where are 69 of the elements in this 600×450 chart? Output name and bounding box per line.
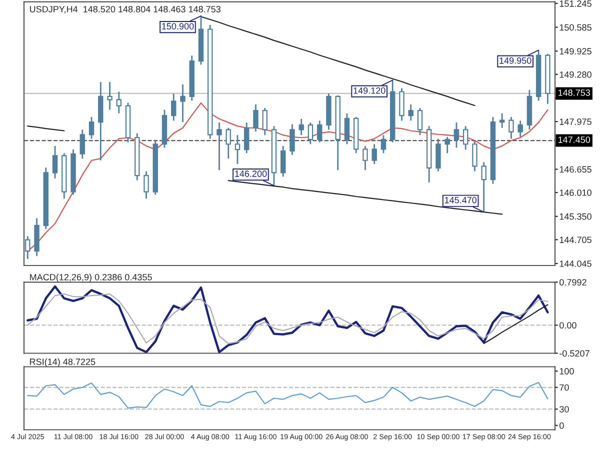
- y-tick-label: 149.280: [560, 71, 592, 78]
- candlestick: [253, 104, 258, 132]
- ref-line-label: 148.753: [558, 89, 590, 96]
- y-tick-label: 149.925: [560, 48, 592, 54]
- y-tick-label: 100: [560, 368, 574, 374]
- y-tick-label: 144.705: [560, 236, 592, 244]
- line-series: [483, 304, 548, 344]
- candlestick: [52, 145, 58, 180]
- candlestick: [372, 143, 377, 165]
- y-tick-label: 0.7992: [560, 279, 586, 286]
- candlestick: [444, 136, 450, 154]
- candlestick: [344, 112, 350, 145]
- candlestick: [436, 138, 441, 172]
- candlestick: [244, 122, 250, 154]
- candlestick: [454, 122, 460, 148]
- y-tick-label: 0: [560, 422, 564, 429]
- candlestick: [180, 84, 186, 123]
- candlestick: [280, 145, 286, 178]
- candlestick: [399, 87, 404, 122]
- text: 149.120: [354, 87, 386, 94]
- y-tick-label: 144.045: [560, 260, 592, 267]
- candlestick: [234, 134, 240, 165]
- candlestick: [226, 127, 231, 160]
- candlestick: [107, 81, 112, 111]
- line-series: [26, 285, 549, 354]
- line-series: [27, 293, 548, 344]
- candlestick: [80, 128, 85, 160]
- y-tick-label: 150.585: [560, 24, 592, 31]
- y-tick-label: 70: [560, 384, 569, 391]
- y-tick-label: 145.350: [560, 213, 592, 220]
- candlestick: [308, 122, 314, 145]
- y-tick-label: 146.655: [560, 166, 592, 173]
- text: 145.470: [444, 196, 477, 204]
- chart-title: RSI(14) 48.7225: [30, 358, 96, 367]
- y-tick-label: 147.975: [560, 118, 592, 125]
- candlestick: [462, 125, 468, 150]
- line-series: [27, 382, 548, 409]
- y-tick-label: 0.00: [560, 322, 576, 329]
- line-series: [200, 16, 476, 106]
- candlestick: [88, 116, 94, 140]
- chart-title: USDJPY,H4 148.520 148.804 148.463 148.753: [30, 6, 220, 14]
- candlestick: [116, 91, 122, 114]
- y-tick-label: 146.010: [560, 190, 592, 196]
- candlestick: [317, 120, 322, 144]
- chart-title: MACD(12,26,9) 0.2386 0.4355: [30, 274, 152, 282]
- candlestick: [25, 236, 30, 260]
- candlestick: [408, 104, 414, 122]
- candlestick: [518, 120, 523, 138]
- y-tick-label: -0.5207: [560, 350, 590, 357]
- candlestick: [262, 107, 268, 136]
- text: 150.900: [162, 23, 194, 30]
- candlestick: [472, 140, 478, 172]
- text: 149.950: [500, 57, 532, 64]
- candlestick: [380, 134, 386, 154]
- candlestick: [417, 107, 423, 136]
- candlestick: [290, 124, 295, 156]
- y-tick-label: 30: [560, 406, 569, 412]
- candlestick: [144, 170, 149, 200]
- candlestick: [171, 92, 176, 122]
- y-tick-label: 151.245: [560, 0, 592, 7]
- candlestick: [362, 145, 368, 171]
- line-series: [228, 180, 503, 215]
- candlestick: [481, 161, 486, 213]
- candlestick: [216, 122, 222, 171]
- text: 146.200: [235, 170, 267, 177]
- candlestick: [508, 116, 514, 140]
- ref-line-label: 147.450: [558, 136, 590, 143]
- candlestick: [298, 118, 304, 136]
- candlestick: [499, 112, 505, 129]
